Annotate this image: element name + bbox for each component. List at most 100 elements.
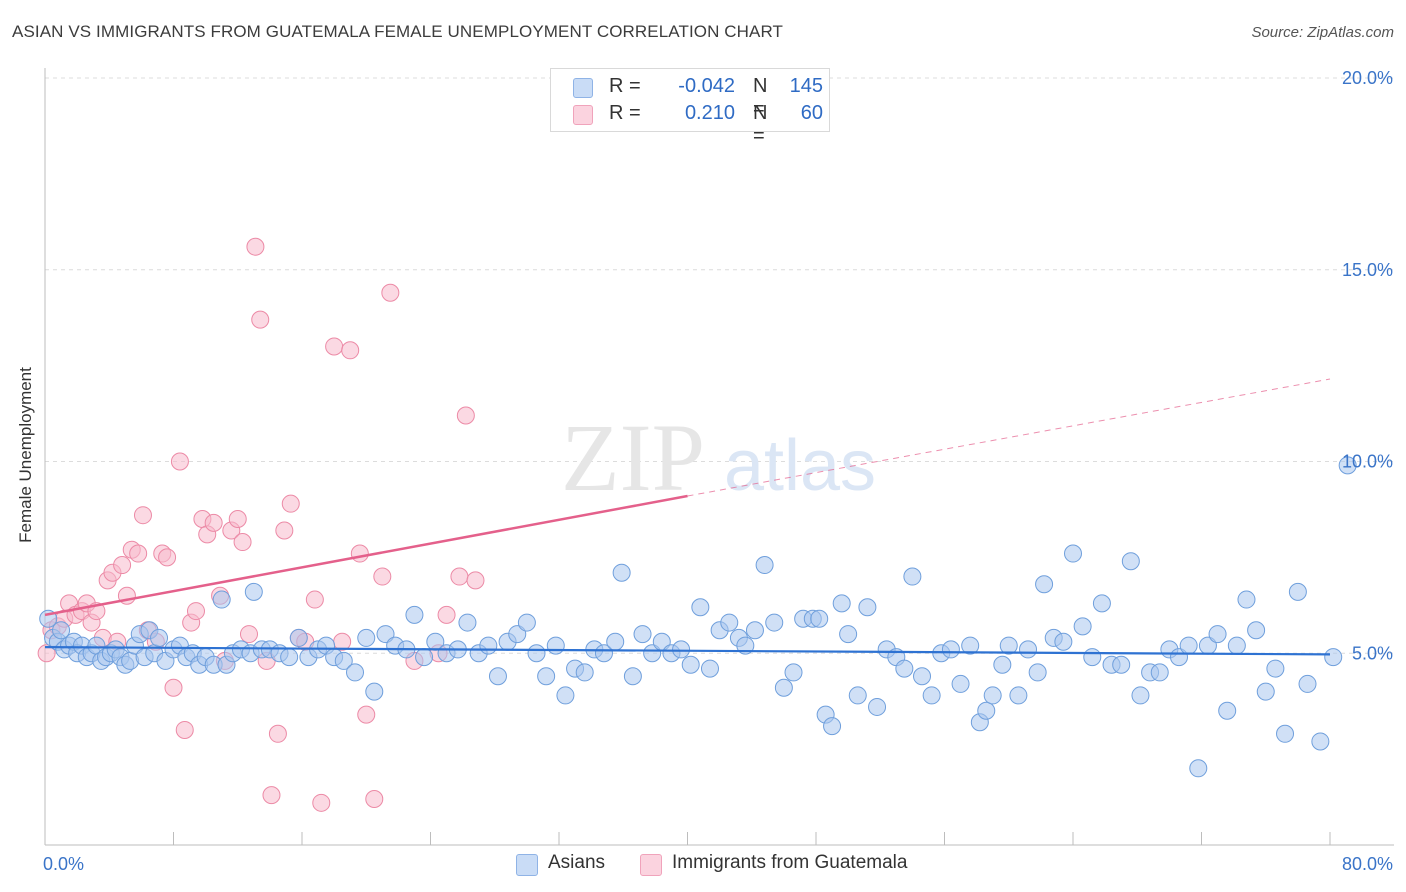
asians-point — [858, 598, 877, 617]
asians-point — [537, 667, 556, 686]
asians-point — [1189, 759, 1208, 778]
guatemala-trend-extension — [687, 378, 1331, 497]
asians-point — [1083, 648, 1102, 667]
asians-point — [1073, 617, 1092, 636]
guatemala-point — [466, 571, 485, 590]
guatemala-point — [233, 533, 252, 552]
asians-point — [517, 613, 536, 632]
asians-point — [1227, 636, 1246, 655]
asians-point — [1208, 625, 1227, 644]
legend-r-label: R = — [609, 75, 641, 97]
asians-point — [1179, 636, 1198, 655]
asians-point — [1009, 686, 1028, 705]
asians-point — [606, 632, 625, 651]
guatemala-point — [186, 602, 205, 621]
asians-point — [546, 636, 565, 655]
legend-r-label: R = — [609, 102, 641, 124]
asians-point — [1311, 732, 1330, 751]
asians-trend-line — [44, 646, 1331, 656]
correlation-legend: R = -0.042 N = 145 R = 0.210 N = 60 — [550, 68, 830, 147]
guatemala-point — [113, 556, 132, 575]
y-axis-title-wrap: Female Unemployment — [16, 279, 36, 543]
asians-point — [1266, 659, 1285, 678]
guatemala-point — [164, 678, 183, 697]
guatemala-point — [246, 237, 265, 256]
asians-point — [999, 636, 1018, 655]
guatemala-point — [325, 337, 344, 356]
asians-point — [623, 667, 642, 686]
legend-r-value: -0.042 — [678, 75, 735, 97]
asians-point — [479, 636, 498, 655]
bottom-legend-label-asians: Asians — [548, 852, 606, 873]
asians-point — [913, 667, 932, 686]
asians-point — [508, 625, 527, 644]
asians-point — [1276, 724, 1295, 743]
asians-point — [977, 701, 996, 720]
asians-point — [280, 648, 299, 667]
watermark-zip: ZIP — [561, 404, 705, 511]
asians-point — [1237, 590, 1256, 609]
asians-point — [1218, 701, 1237, 720]
asians-point — [672, 640, 691, 659]
asians-point — [458, 613, 477, 632]
asians-point — [1121, 552, 1140, 571]
asians-point — [1131, 686, 1150, 705]
bottom-legend-swatch-asians — [516, 854, 538, 876]
asians-point — [289, 628, 308, 647]
asians-point — [839, 625, 858, 644]
guatemala-point — [341, 341, 360, 360]
guatemala-point — [275, 521, 294, 540]
asians-point — [961, 636, 980, 655]
asians-point — [1028, 663, 1047, 682]
legend-swatch-guatemala — [573, 105, 593, 125]
y-tick-label: 5.0% — [1352, 643, 1393, 663]
guatemala-point — [251, 310, 270, 329]
legend-n-label: N = — [753, 75, 768, 120]
bottom-legend-swatch-guatemala — [640, 854, 662, 876]
asians-point — [755, 556, 774, 575]
asians-point — [376, 625, 395, 644]
asians-point — [848, 686, 867, 705]
asians-point — [1092, 594, 1111, 613]
guatemala-point — [158, 548, 177, 567]
asians-point — [643, 644, 662, 663]
guatemala-point — [268, 724, 287, 743]
legend-swatch-asians — [573, 78, 593, 98]
asians-point — [681, 655, 700, 674]
guatemala-point — [450, 567, 469, 586]
asians-point — [1324, 648, 1343, 667]
guatemala-point — [129, 544, 148, 563]
guatemala-trend-line — [44, 494, 688, 617]
guatemala-point — [305, 590, 324, 609]
asians-point — [1054, 632, 1073, 651]
trend-lines — [44, 378, 1331, 656]
guatemala-point — [350, 544, 369, 563]
asians-point — [941, 640, 960, 659]
asians-point — [575, 663, 594, 682]
axes — [44, 68, 1394, 846]
asians-point — [903, 567, 922, 586]
x-tick-label: 80.0% — [1342, 854, 1393, 874]
asians-point — [527, 644, 546, 663]
guatemala-point — [365, 789, 384, 808]
asians-point — [720, 613, 739, 632]
asians-point — [745, 621, 764, 640]
asians-point — [1150, 663, 1169, 682]
asians-point — [594, 644, 613, 663]
asians-point — [1064, 544, 1082, 563]
asians-point — [700, 659, 719, 678]
guatemala-point — [312, 793, 331, 812]
guatemala-point — [262, 786, 281, 805]
asians-point — [951, 674, 970, 693]
asians-point — [993, 655, 1012, 674]
asians-point — [774, 678, 793, 697]
asians-point — [346, 663, 365, 682]
y-tick-label: 20.0% — [1342, 68, 1393, 88]
asians-point — [212, 590, 231, 609]
asians-point — [556, 686, 575, 705]
chart-source: Source: ZipAtlas.com — [1251, 24, 1394, 41]
asians-point — [415, 648, 434, 667]
asians-point — [52, 621, 71, 640]
asians-point — [983, 686, 1002, 705]
